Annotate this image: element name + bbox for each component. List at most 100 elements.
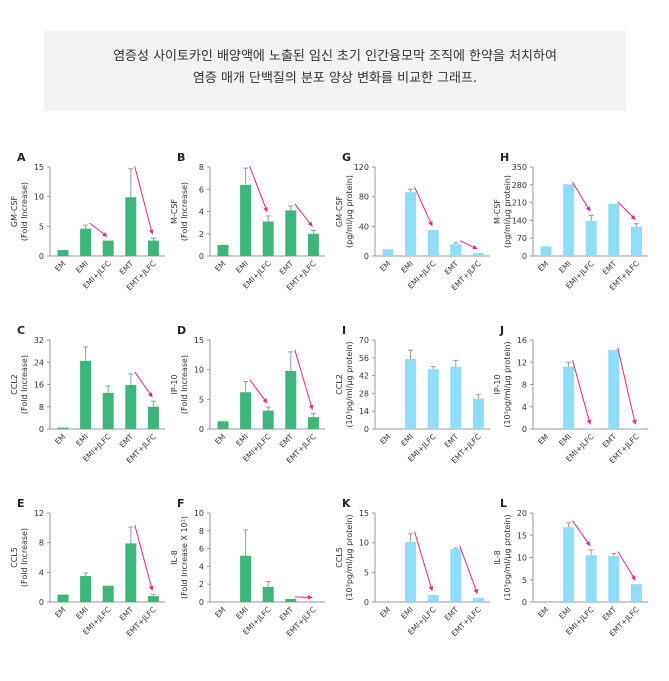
bar (608, 350, 620, 429)
panel-F: F IL-8(Fold Increase X 10²) 0 2 4 6 8 10 EM EMI EM… (170, 497, 325, 638)
x-tick-label: EMT (118, 259, 136, 277)
panel-H: H M-CSF(pg/ml/µg protein) 0 70 140 210 280 350 E… (493, 151, 648, 292)
trend-arrow-head (632, 419, 637, 425)
y-tick-label: 12 (517, 358, 527, 367)
y-axis-label-line: (Fold Increase) (180, 355, 189, 414)
y-axis-label-line: GM-CSF (10, 195, 19, 227)
bar (285, 370, 297, 429)
y-tick-label: 8 (39, 403, 44, 412)
y-tick-label: 5 (522, 576, 527, 585)
x-tick-label: EM (536, 432, 550, 446)
bar (630, 428, 642, 430)
bar (307, 417, 319, 429)
y-axis-label-line: IL-8 (493, 550, 502, 565)
panel-letter: C (17, 324, 25, 337)
x-tick-label: EMT (118, 432, 136, 450)
y-tick-label: 5 (364, 568, 369, 577)
y-axis-label: CCL2(10³pg/ml/µg protein) (335, 341, 354, 427)
y-axis-label-line: (Fold Increase) (20, 528, 29, 587)
y-tick-label: 8 (522, 381, 527, 390)
y-tick-label: 56 (359, 354, 369, 363)
y-tick-label: 8 (199, 163, 204, 172)
trend-arrow (572, 360, 591, 425)
y-tick-label: 2 (199, 230, 204, 239)
panel-letter: H (500, 151, 509, 164)
bar (427, 230, 439, 256)
y-axis-label: IP-10(10³pg/ml/µg protein) (493, 341, 512, 427)
x-tick-label: EM (213, 432, 227, 446)
y-tick-label: 16 (34, 381, 44, 390)
bar (147, 240, 159, 256)
y-tick-label: 42 (359, 372, 369, 381)
trend-arrow (617, 551, 636, 581)
panel-letter: K (342, 497, 351, 510)
y-tick-label: 14 (359, 407, 369, 416)
x-tick-label: EM (53, 259, 67, 273)
panel-L: L IL-8(10³pg/ml/µg protein) 0 5 10 15 20 EM EMI E… (493, 497, 648, 638)
x-tick-label: EMT (601, 605, 619, 623)
y-tick-label: 120 (354, 163, 369, 172)
bar (608, 556, 620, 602)
panel-letter: F (177, 497, 185, 510)
y-tick-label: 210 (512, 199, 527, 208)
caption-box: 염증성 사이토카인 배양액에 노출된 임신 초기 인간융모막 조직에 한약을 처… (44, 31, 626, 111)
panel-letter: A (17, 151, 26, 164)
caption-line-1: 염증성 사이토카인 배양액에 노출된 임신 초기 인간융모막 조직에 한약을 처… (113, 49, 557, 64)
x-tick-label: EMT (443, 605, 461, 623)
y-tick-label: 140 (512, 216, 527, 225)
bar (147, 596, 159, 602)
y-tick-label: 0 (364, 252, 369, 261)
y-tick-label: 10 (34, 193, 44, 202)
bar (102, 585, 114, 602)
panel-G: G GM-CSF(pg/ml/µg protein) 0 40 80 120 EM EMI EM… (335, 151, 490, 292)
bar (57, 427, 69, 429)
y-axis-label-line: IP-10 (493, 374, 502, 394)
trend-arrow-head (630, 214, 636, 220)
x-tick-label: EMI (234, 259, 250, 275)
y-tick-label: 10 (517, 554, 527, 563)
y-axis-label: CCL5(Fold Increase) (10, 528, 29, 587)
x-tick-label: EM (53, 432, 67, 446)
y-tick-label: 5 (39, 222, 44, 231)
bar (405, 359, 417, 429)
x-tick-label: EMI (399, 432, 415, 448)
trend-arrow (134, 524, 153, 591)
y-axis-label-line: CCL5 (335, 547, 344, 568)
y-tick-label: 0 (522, 598, 527, 607)
y-tick-label: 40 (359, 222, 369, 231)
y-axis-label-line: M-CSF (170, 199, 179, 224)
bar (285, 598, 297, 602)
x-tick-label: EMT (443, 259, 461, 277)
trend-arrow (294, 349, 313, 410)
y-axis-label: CCL5(10³pg/ml/µg protein) (335, 514, 354, 600)
trend-arrow-head (585, 540, 591, 546)
y-axis-label: M-CSF(Fold Increase) (170, 182, 189, 241)
panel-letter: L (500, 497, 507, 510)
y-tick-label: 0 (39, 425, 44, 434)
x-tick-label: EMI (234, 605, 250, 621)
bar (585, 555, 597, 602)
trend-arrow-head (307, 221, 313, 227)
panel-letter: B (177, 151, 185, 164)
trend-arrow (294, 203, 313, 227)
y-tick-label: 0 (522, 425, 527, 434)
x-tick-label: EMI (399, 259, 415, 275)
trend-arrow-head (308, 404, 314, 410)
y-axis-label-line: (10³pg/ml/µg protein) (345, 341, 354, 427)
x-tick-label: EM (378, 259, 392, 273)
bar (630, 226, 642, 256)
y-tick-label: 0 (364, 425, 369, 434)
y-tick-label: 15 (359, 509, 369, 518)
trend-arrow (134, 166, 153, 235)
trend-arrow-head (472, 244, 478, 250)
bar (125, 385, 137, 429)
bar (405, 192, 417, 256)
bar (585, 428, 597, 430)
x-tick-label: EMI (399, 605, 415, 621)
y-tick-label: 15 (34, 163, 44, 172)
y-axis-label-line: (10³pg/ml/µg protein) (345, 514, 354, 600)
bar (285, 210, 297, 256)
